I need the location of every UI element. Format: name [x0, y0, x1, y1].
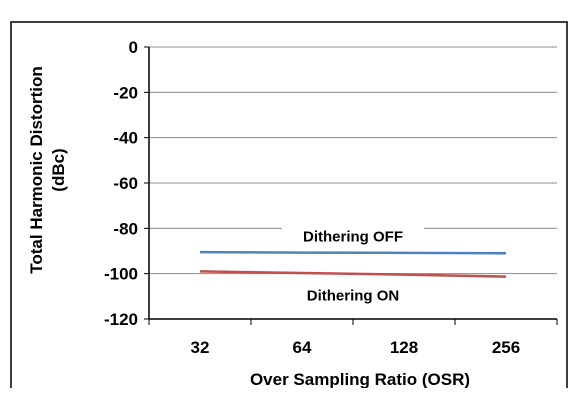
label-layer: 0 -20 -40 -60 -80 -100 -120 32 64 128 256 Dithering… [104, 38, 520, 357]
series-label-dithering-off: Dithering OFF [303, 229, 403, 246]
series-line-1 [199, 270, 507, 278]
series-layer [199, 250, 507, 278]
series-label-dithering-on: Dithering ON [307, 288, 400, 305]
y-tick-label: -100 [104, 265, 138, 284]
y-tick-label: -20 [113, 83, 138, 102]
series-line-0 [199, 250, 507, 255]
x-tick-label: 128 [390, 338, 418, 357]
y-tick-label: -60 [113, 174, 138, 193]
x-tick-label: 256 [492, 338, 520, 357]
y-tick-label: -120 [104, 310, 138, 329]
x-tick-label: 32 [191, 338, 210, 357]
axis-layer [144, 46, 558, 325]
chart-border [10, 21, 568, 393]
y-tick-label: -40 [113, 129, 138, 148]
y-tick-label: -80 [113, 219, 138, 238]
x-axis-title: Over Sampling Ratio (OSR) [250, 370, 470, 388]
x-tick-label: 64 [293, 338, 312, 357]
label-background [282, 225, 424, 248]
y-axis-title-line2: (dBc) [49, 148, 68, 191]
label-background [287, 284, 419, 307]
y-axis-title-line1: Total Harmonic Distortion [27, 66, 46, 273]
y-tick-label: 0 [129, 38, 138, 57]
